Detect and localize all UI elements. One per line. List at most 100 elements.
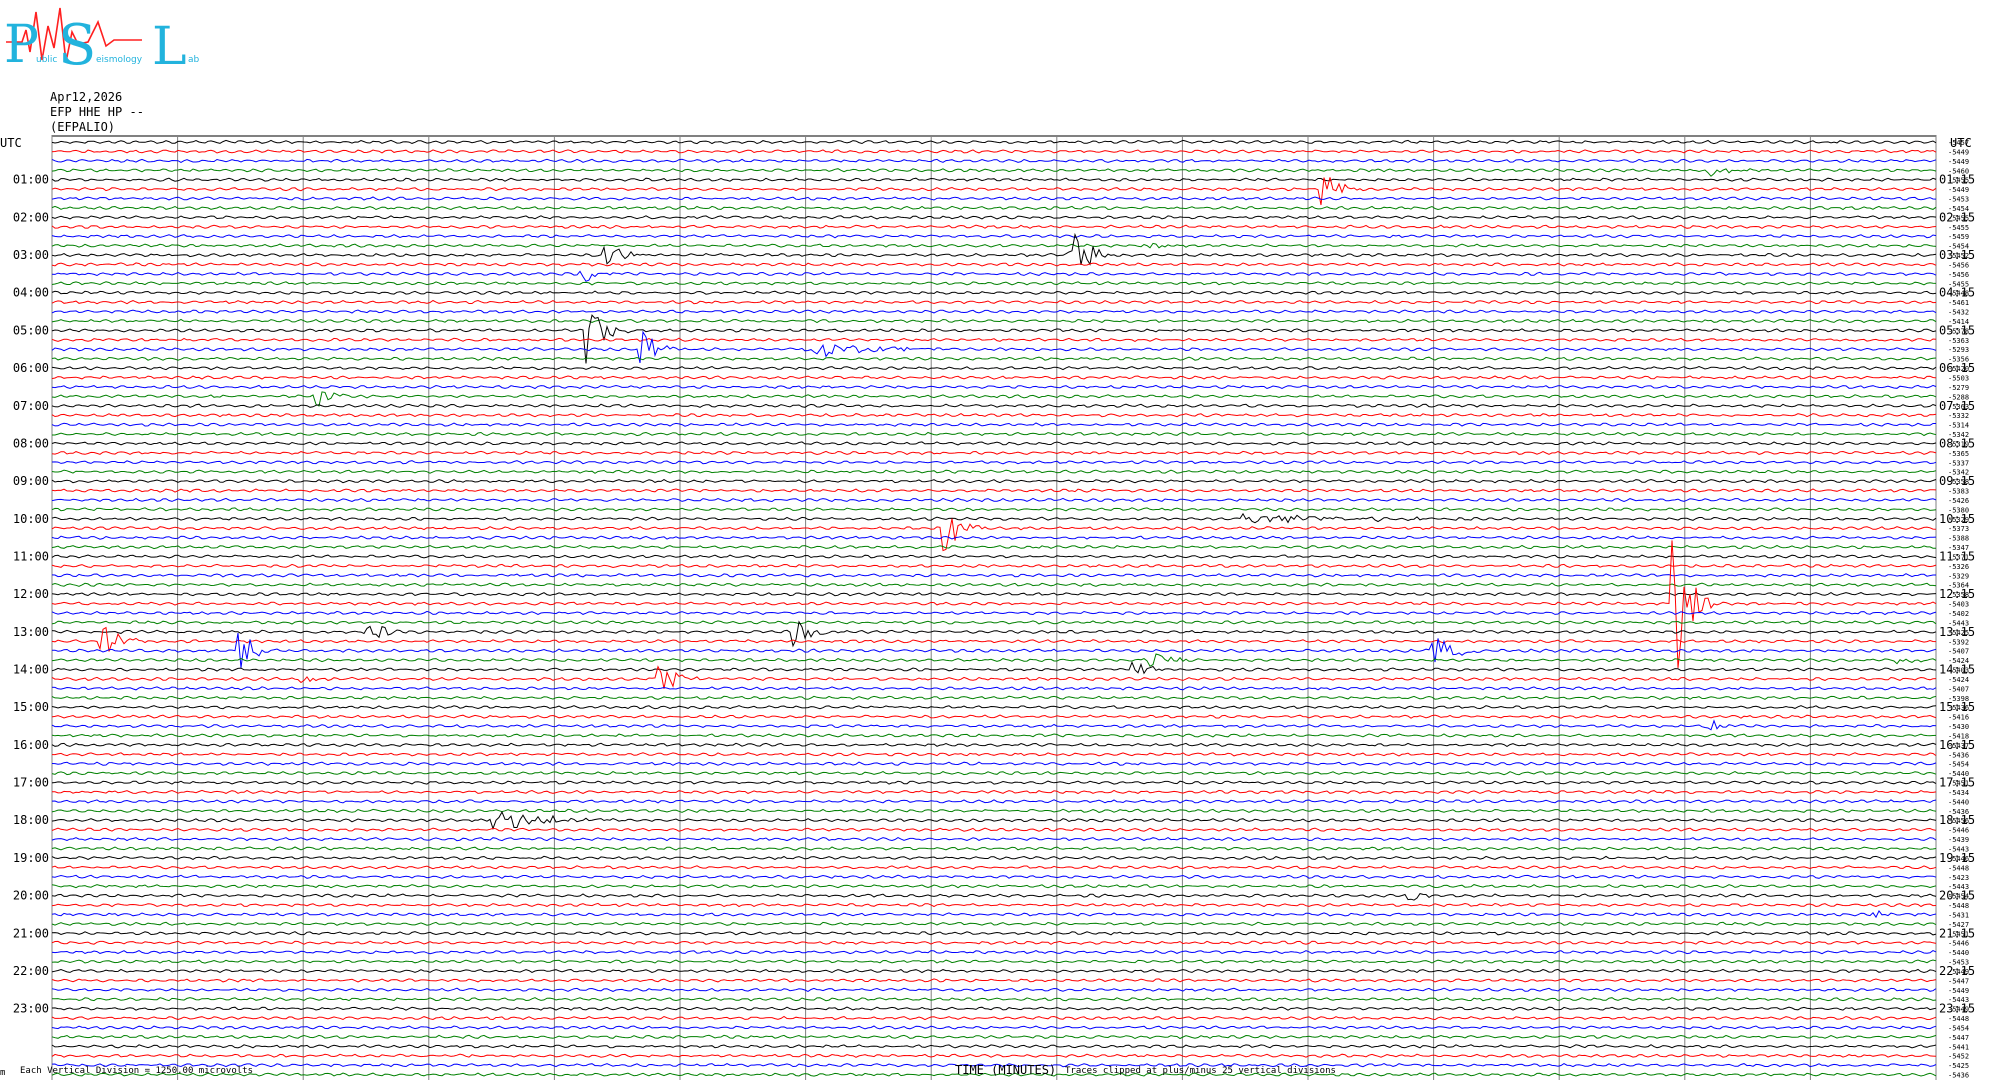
trace-offset-label: -5451	[1948, 780, 1969, 788]
seismic-trace	[51, 314, 1937, 364]
seismic-trace	[51, 909, 1937, 919]
seismic-trace	[51, 318, 1937, 324]
trace-offset-label: -5452	[1948, 1053, 1969, 1061]
right-utc-label: UTC	[1950, 136, 1972, 150]
seismic-trace	[51, 695, 1937, 700]
trace-offset-label: -5455	[1948, 177, 1969, 185]
seismic-trace	[51, 497, 1937, 503]
trace-offset-label: -5388	[1948, 535, 1969, 543]
left-hour-label: 22:00	[13, 964, 49, 978]
seismic-trace	[51, 337, 1937, 342]
trace-offset-label: -5446	[1948, 827, 1969, 835]
left-hour-label: 23:00	[13, 1002, 49, 1016]
trace-offset-label: -5329	[1948, 516, 1969, 524]
right-hour-label: 14:15	[1939, 663, 1975, 677]
left-utc-label: UTC	[0, 136, 22, 150]
seismic-trace	[51, 518, 1937, 552]
seismic-trace	[51, 1006, 1937, 1011]
trace-offset-label: -5436	[1948, 751, 1969, 759]
left-hour-label: 15:00	[13, 700, 49, 714]
trace-offset-label: -5443	[1948, 883, 1969, 891]
seismic-trace	[51, 1044, 1937, 1049]
seismic-trace	[51, 460, 1937, 465]
seismic-trace	[51, 789, 1937, 795]
seismic-trace	[51, 921, 1937, 926]
seismic-trace	[51, 610, 1937, 616]
logo-word-ab: ab	[188, 55, 200, 65]
seismic-trace	[52, 431, 1937, 437]
seismic-trace	[52, 997, 1937, 1002]
trace-offset-label: -5449	[1948, 968, 1969, 976]
seismic-trace	[52, 633, 1937, 668]
trace-offset-label: -5446	[1948, 940, 1969, 948]
seismic-trace	[51, 742, 1937, 747]
seismic-trace	[51, 478, 1937, 484]
trace-offset-label: -5447	[1948, 1034, 1969, 1042]
logo-letter-l: L	[152, 17, 187, 77]
seismic-trace	[51, 554, 1937, 559]
trace-offset-label: -5454	[1948, 205, 1969, 213]
seismic-trace	[51, 1053, 1937, 1058]
trace-offset-label: -5398	[1948, 695, 1969, 703]
seismic-trace	[51, 158, 1937, 163]
seismic-trace	[51, 626, 1937, 652]
trace-offset-label: -5443	[1948, 996, 1969, 1004]
trace-offset-label: -5326	[1948, 563, 1969, 571]
trace-offset-label: -5337	[1948, 459, 1969, 467]
right-hour-label: 03:15	[1939, 248, 1975, 262]
trace-offset-label: -5455	[1948, 214, 1969, 222]
seismic-trace	[51, 836, 1937, 842]
seismic-trace	[51, 959, 1937, 964]
logo-word-ublic: ublic	[36, 55, 57, 65]
seismic-trace	[51, 234, 1937, 239]
seismic-trace	[51, 299, 1937, 305]
seismic-trace	[51, 469, 1937, 474]
trace-offset-label: -5441	[1948, 1043, 1969, 1051]
trace-offset-label: -5457	[1948, 139, 1969, 147]
seismic-trace	[51, 978, 1937, 983]
seismic-trace	[51, 290, 1937, 295]
trace-offset-label: -5452	[1948, 252, 1969, 260]
logo-letter-s: S	[58, 13, 96, 78]
trace-offset-label: -5380	[1948, 506, 1969, 514]
seismic-trace	[51, 799, 1937, 804]
right-hour-label: 12:15	[1939, 587, 1975, 601]
trace-offset-label: -5447	[1948, 977, 1969, 985]
seismic-trace	[51, 620, 1937, 648]
seismic-trace	[51, 874, 1937, 879]
seismic-trace	[51, 309, 1937, 314]
left-hour-label: 08:00	[13, 436, 49, 450]
trace-offset-label: -5279	[1948, 384, 1969, 392]
left-hour-label: 02:00	[13, 210, 49, 224]
left-hour-label: 13:00	[13, 625, 49, 639]
seismic-trace	[51, 592, 1937, 597]
trace-offset-label: -5461	[1948, 299, 1969, 307]
seismic-trace	[51, 139, 1937, 145]
trace-offset-label: -5439	[1948, 836, 1969, 844]
seismic-trace	[51, 719, 1937, 731]
trace-offset-label: -5288	[1948, 393, 1969, 401]
seismic-trace	[51, 422, 1936, 427]
seismic-trace	[51, 884, 1937, 889]
seismic-trace	[51, 771, 1937, 776]
seismic-trace	[51, 330, 1937, 364]
logo-letter-p: P	[4, 15, 39, 75]
trace-offset-label: -5453	[1948, 196, 1969, 204]
trace-offset-label: -5426	[1948, 497, 1969, 505]
trace-offset-label: -5358	[1948, 478, 1969, 486]
trace-offset-label: -5443	[1948, 619, 1969, 627]
x-axis-label: TIME (MINUTES)	[955, 1063, 1057, 1077]
trace-offset-label: -5460	[1948, 167, 1969, 175]
seismic-trace	[51, 940, 1937, 945]
trace-offset-label: -5449	[1948, 186, 1969, 194]
trace-offset-label: -5449	[1948, 987, 1969, 995]
seismic-trace	[51, 403, 1937, 408]
right-hour-label: 10:15	[1939, 512, 1975, 526]
trace-offset-label: -5358	[1948, 591, 1969, 599]
trace-offset-label: -5436	[1948, 808, 1969, 816]
right-hour-label: 13:15	[1939, 625, 1975, 639]
seismic-trace	[51, 544, 1937, 550]
seismic-trace	[51, 177, 1937, 206]
trace-offset-label: -5363	[1948, 337, 1969, 345]
trace-offset-label: -5454	[1948, 893, 1969, 901]
